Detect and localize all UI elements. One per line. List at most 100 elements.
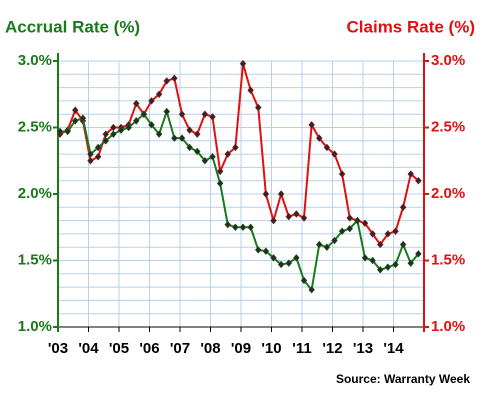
point-marker — [254, 245, 262, 254]
point-marker — [277, 190, 285, 198]
point-marker — [71, 116, 79, 125]
point-marker — [323, 143, 331, 152]
x-tick-label: '13 — [353, 340, 373, 357]
point-marker — [186, 143, 193, 152]
point-marker — [79, 114, 87, 123]
y-tick-label: 3.0% — [18, 52, 52, 69]
y-tick-label: 1.5% — [18, 251, 52, 268]
point-marker — [132, 116, 140, 125]
point-marker — [407, 170, 415, 178]
point-marker — [331, 150, 338, 158]
point-marker — [232, 223, 239, 232]
point-marker — [361, 253, 369, 262]
point-marker — [369, 256, 376, 265]
point-marker — [308, 120, 315, 129]
point-marker — [193, 147, 201, 156]
point-marker — [293, 210, 300, 218]
point-marker — [209, 112, 216, 121]
point-marker — [132, 99, 140, 108]
point-marker — [87, 150, 94, 158]
point-marker — [300, 276, 308, 285]
point-marker — [285, 259, 293, 268]
point-marker — [193, 130, 201, 139]
point-marker — [94, 143, 102, 152]
x-tick-label: '10 — [261, 340, 281, 357]
point-marker — [384, 263, 392, 272]
point-marker — [293, 253, 300, 262]
point-marker — [270, 253, 277, 262]
point-marker — [407, 259, 415, 268]
point-marker — [224, 150, 232, 158]
point-marker — [262, 247, 270, 256]
y2-tick-label: 1.0% — [431, 318, 465, 335]
point-marker — [323, 243, 331, 252]
point-marker — [338, 227, 346, 236]
point-marker — [155, 130, 163, 139]
source-note: Source: Warranty Week — [336, 372, 470, 386]
point-marker — [239, 59, 247, 68]
x-tick-label: '14 — [383, 340, 404, 357]
point-marker — [216, 167, 224, 176]
point-marker — [171, 134, 178, 143]
point-marker — [155, 90, 163, 99]
point-marker — [247, 86, 254, 95]
point-marker — [87, 156, 94, 165]
point-marker — [254, 103, 262, 112]
point-marker — [201, 156, 209, 165]
point-marker — [201, 110, 209, 119]
point-marker — [285, 212, 293, 221]
point-marker — [209, 152, 216, 161]
point-marker — [369, 230, 376, 238]
y2-tick-label: 3.0% — [431, 52, 465, 69]
point-marker — [354, 216, 361, 225]
point-marker — [262, 190, 270, 198]
point-marker — [247, 223, 254, 232]
series-line — [60, 110, 420, 291]
point-marker — [270, 216, 277, 225]
point-marker — [148, 120, 155, 129]
y-tick-label: 1.0% — [18, 318, 52, 335]
point-marker — [315, 134, 323, 143]
point-marker — [163, 107, 171, 116]
point-marker — [392, 227, 399, 236]
point-marker — [346, 224, 354, 233]
point-marker — [64, 127, 71, 136]
point-marker — [71, 106, 79, 115]
x-tick-label: '11 — [292, 340, 311, 357]
point-marker — [102, 136, 110, 145]
point-marker — [277, 260, 285, 269]
point-marker — [399, 203, 407, 212]
x-tick-label: '04 — [78, 340, 99, 357]
point-marker — [94, 152, 102, 161]
point-marker — [140, 110, 148, 119]
x-tick-label: '12 — [322, 340, 342, 357]
point-marker — [125, 123, 132, 132]
point-marker — [399, 240, 407, 249]
y2-tick-label: 2.0% — [431, 185, 465, 202]
x-tick-label: '07 — [170, 340, 190, 357]
left-axis-title: Accrual Rate (%) — [5, 17, 140, 36]
x-tick-label: '05 — [109, 340, 129, 357]
y2-tick-label: 1.5% — [431, 251, 465, 268]
y2-tick-label: 2.5% — [431, 118, 465, 135]
point-marker — [239, 223, 247, 232]
point-marker — [376, 265, 384, 274]
point-marker — [178, 134, 186, 143]
point-marker — [415, 176, 422, 185]
point-marker — [361, 219, 369, 228]
y-tick-label: 2.0% — [18, 185, 52, 202]
point-marker — [110, 130, 117, 139]
y-tick-label: 2.5% — [18, 118, 52, 135]
point-marker — [224, 220, 232, 229]
point-marker — [346, 214, 354, 222]
point-marker — [232, 143, 239, 152]
point-marker — [376, 240, 384, 249]
point-marker — [308, 285, 315, 294]
point-marker — [392, 260, 399, 269]
x-tick-label: '06 — [139, 340, 159, 357]
x-tick-label: '08 — [200, 340, 220, 357]
point-marker — [163, 77, 171, 85]
point-marker — [186, 126, 193, 135]
point-marker — [384, 230, 392, 238]
